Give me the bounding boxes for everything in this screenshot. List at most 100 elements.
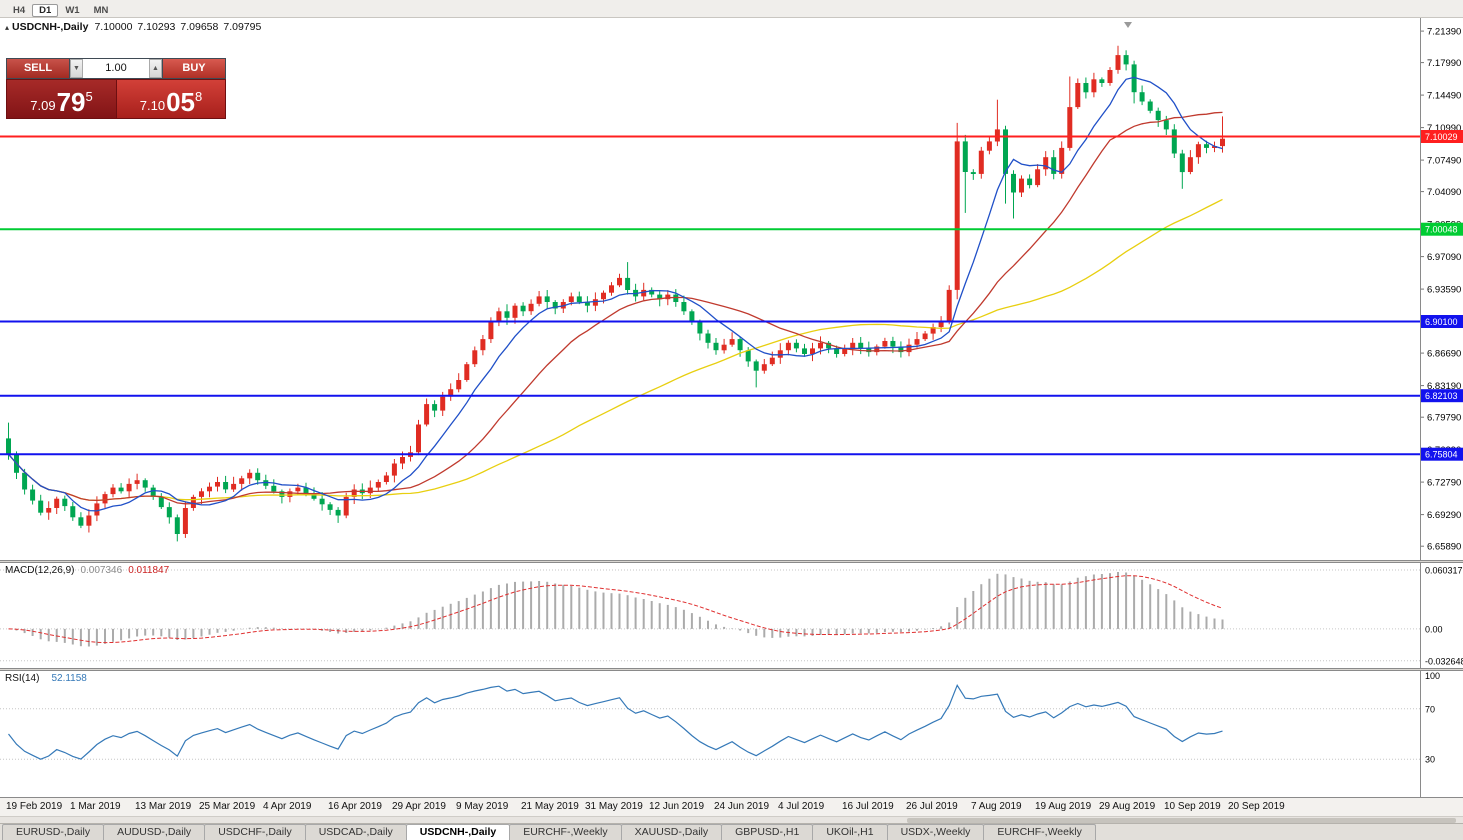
macd-signal-value: 0.011847 — [128, 565, 170, 576]
rsi-header: RSI(14) 52.1158 — [5, 673, 87, 684]
volume-decrease-button[interactable]: ▼ — [70, 59, 83, 78]
volume-input[interactable]: 1.00 — [105, 62, 127, 74]
scrollbar-thumb[interactable] — [907, 818, 1456, 823]
svg-text:0.00: 0.00 — [1425, 624, 1443, 634]
date-label: 26 Jul 2019 — [906, 801, 958, 812]
svg-text:7.00048: 7.00048 — [1425, 225, 1458, 235]
rsi-panel[interactable]: 100 70 30 RSI(14) 52.1158 — [0, 671, 1463, 797]
buy-price-pips: 05 — [166, 87, 195, 117]
svg-text:-0.032648: -0.032648 — [1425, 656, 1463, 666]
date-label: 25 Mar 2019 — [199, 801, 256, 812]
chart-tab-eurchf-weekly[interactable]: EURCHF-,Weekly — [983, 824, 1096, 840]
panel-splitter[interactable] — [0, 668, 1463, 671]
macd-header: MACD(12,26,9) 0.007346 0.011847 — [5, 565, 169, 576]
sell-price-bigfigure: 7.09 — [30, 98, 56, 113]
macd-label: MACD(12,26,9) — [5, 565, 75, 576]
svg-text:6.86690: 6.86690 — [1427, 349, 1461, 360]
svg-text:7.07490: 7.07490 — [1427, 156, 1461, 167]
date-label: 24 Jun 2019 — [714, 801, 770, 812]
svg-text:30: 30 — [1425, 755, 1435, 765]
timeframe-button-d1[interactable]: D1 — [32, 4, 59, 17]
buy-price-bigfigure: 7.10 — [139, 98, 166, 113]
date-label: 29 Aug 2019 — [1099, 801, 1156, 812]
chart-tab-audusd-daily[interactable]: AUDUSD-,Daily — [103, 824, 206, 840]
chart-ohlc-header: ▴ USDCNH-,Daily 7.10000 7.10293 7.09658 7.097… — [5, 21, 266, 33]
ohlc-open: 7.10000 — [94, 21, 133, 33]
volume-increase-button[interactable]: ▲ — [149, 59, 162, 78]
date-label: 20 Sep 2019 — [1228, 801, 1285, 812]
svg-text:6.65890: 6.65890 — [1427, 542, 1461, 553]
chart-tab-xauusd-daily[interactable]: XAUUSD-,Daily — [620, 824, 723, 840]
chart-tab-usdcad-daily[interactable]: USDCAD-,Daily — [304, 824, 407, 840]
svg-text:7.17990: 7.17990 — [1427, 58, 1461, 69]
chart-tab-gbpusd-h1[interactable]: GBPUSD-,H1 — [721, 824, 814, 840]
candlestick-series — [6, 45, 1225, 542]
sell-price-pips: 79 — [56, 87, 86, 117]
timeframe-button-mn[interactable]: MN — [93, 5, 109, 16]
macd-panel[interactable]: 0.060317 0.00 -0.032648 MACD(12,26,9) 0.007… — [0, 563, 1463, 668]
date-label: 16 Apr 2019 — [328, 801, 382, 812]
svg-text:70: 70 — [1425, 704, 1435, 714]
date-label: 10 Sep 2019 — [1164, 801, 1221, 812]
svg-text:6.90100: 6.90100 — [1425, 317, 1458, 327]
chart-tab-eurusd-daily[interactable]: EURUSD-,Daily — [2, 824, 105, 840]
chart-tab-ukoil-h1[interactable]: UKOil-,H1 — [812, 824, 888, 840]
date-label: 16 Jul 2019 — [842, 801, 894, 812]
date-label: 21 May 2019 — [521, 801, 579, 812]
chart-tab-usdchf-daily[interactable]: USDCHF-,Daily — [204, 824, 306, 840]
chart-tabs-bar: EURUSD-,Daily AUDUSD-,Daily USDCHF-,Daily U… — [0, 823, 1463, 840]
svg-text:6.75804: 6.75804 — [1425, 450, 1458, 460]
panel-splitter[interactable] — [0, 560, 1463, 563]
date-label: 19 Aug 2019 — [1035, 801, 1092, 812]
svg-text:7.14490: 7.14490 — [1427, 91, 1461, 102]
chart-shift-marker[interactable] — [1124, 22, 1132, 28]
svg-text:6.82103: 6.82103 — [1425, 391, 1458, 401]
sell-button[interactable]: SELL — [7, 59, 69, 78]
date-label: 19 Feb 2019 — [6, 801, 63, 812]
buy-button[interactable]: BUY — [163, 59, 225, 78]
svg-text:7.21390: 7.21390 — [1427, 27, 1461, 38]
svg-text:6.79790: 6.79790 — [1427, 413, 1461, 424]
rsi-label: RSI(14) — [5, 673, 40, 684]
ohlc-low: 7.09658 — [180, 21, 219, 33]
date-label: 4 Jul 2019 — [778, 801, 825, 812]
collapse-chart-icon[interactable]: ▴ — [5, 23, 10, 32]
timeframe-button-w1[interactable]: W1 — [65, 5, 80, 16]
date-label: 4 Apr 2019 — [263, 801, 312, 812]
svg-text:100: 100 — [1425, 671, 1440, 681]
svg-text:6.72790: 6.72790 — [1427, 478, 1461, 489]
main-chart-panel[interactable]: 7.21390 7.17990 7.14490 7.10990 7.07490 7.040… — [0, 18, 1463, 560]
ohlc-high: 7.10293 — [137, 21, 176, 33]
date-label: 7 Aug 2019 — [971, 801, 1022, 812]
svg-text:7.04090: 7.04090 — [1427, 187, 1461, 198]
date-label: 13 Mar 2019 — [135, 801, 192, 812]
timeframe-toolbar: H4 D1 W1 MN — [0, 0, 1463, 18]
chart-tab-eurchf-weekly[interactable]: EURCHF-,Weekly — [509, 824, 622, 840]
buy-price-pipette: 8 — [195, 89, 203, 104]
chart-tab-usdx-weekly[interactable]: USDX-,Weekly — [886, 824, 985, 840]
sell-price-pipette: 5 — [85, 89, 93, 104]
date-label: 29 Apr 2019 — [392, 801, 446, 812]
macd-signal-line — [8, 575, 1223, 644]
rsi-line — [8, 683, 1223, 760]
rsi-value: 52.1158 — [51, 673, 87, 684]
svg-text:6.69290: 6.69290 — [1427, 510, 1461, 521]
sell-price-button[interactable]: 7.09 79 5 — [6, 79, 116, 119]
date-label: 12 Jun 2019 — [649, 801, 705, 812]
date-label: 9 May 2019 — [456, 801, 509, 812]
svg-text:0.060317: 0.060317 — [1425, 566, 1463, 576]
horizontal-scrollbar[interactable] — [0, 816, 1463, 823]
ohlc-close: 7.09795 — [223, 21, 262, 33]
svg-text:7.10029: 7.10029 — [1425, 132, 1458, 142]
svg-text:6.97090: 6.97090 — [1427, 252, 1461, 263]
svg-text:7.10990: 7.10990 — [1427, 123, 1461, 134]
timeframe-button-h4[interactable]: H4 — [13, 5, 26, 16]
time-axis[interactable]: 19 Feb 2019 1 Mar 2019 13 Mar 2019 25 Mar 2… — [0, 797, 1463, 816]
one-click-trading-widget: SELL ▼ 1.00 ▲ BUY 7.09 79 5 7.10 05 8 — [6, 58, 226, 119]
date-label: 1 Mar 2019 — [70, 801, 121, 812]
chart-tab-usdcnh-daily[interactable]: USDCNH-,Daily — [405, 824, 511, 840]
svg-text:6.83190: 6.83190 — [1427, 381, 1461, 392]
buy-price-button[interactable]: 7.10 05 8 — [116, 79, 226, 119]
svg-text:6.93590: 6.93590 — [1427, 285, 1461, 296]
